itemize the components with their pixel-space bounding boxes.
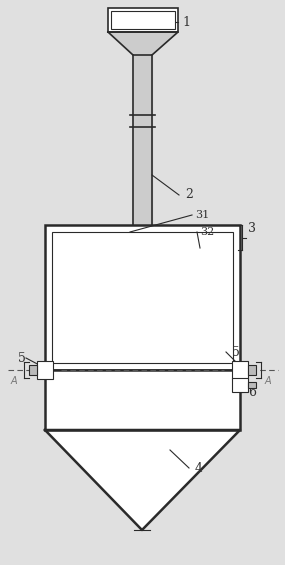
Text: A: A: [265, 376, 271, 386]
Text: 5: 5: [18, 351, 26, 364]
Polygon shape: [108, 32, 178, 55]
Text: A: A: [11, 376, 17, 386]
Bar: [45, 370, 240, 430]
Text: 31: 31: [195, 210, 209, 220]
Bar: [108, 8, 178, 32]
Bar: [248, 382, 256, 388]
Text: 32: 32: [200, 227, 214, 237]
Bar: [232, 361, 248, 379]
Bar: [29, 365, 37, 375]
Bar: [45, 225, 240, 370]
Bar: [248, 365, 256, 375]
Text: 6: 6: [248, 385, 256, 398]
Text: 2: 2: [185, 189, 193, 202]
Bar: [37, 361, 53, 379]
Bar: [111, 11, 175, 29]
Text: 1: 1: [182, 15, 190, 28]
Bar: [232, 378, 248, 392]
Text: 4: 4: [195, 462, 203, 475]
Polygon shape: [133, 55, 152, 225]
Polygon shape: [45, 430, 240, 530]
Bar: [52, 232, 233, 363]
Text: 3: 3: [248, 221, 256, 234]
Text: 5: 5: [232, 346, 240, 359]
